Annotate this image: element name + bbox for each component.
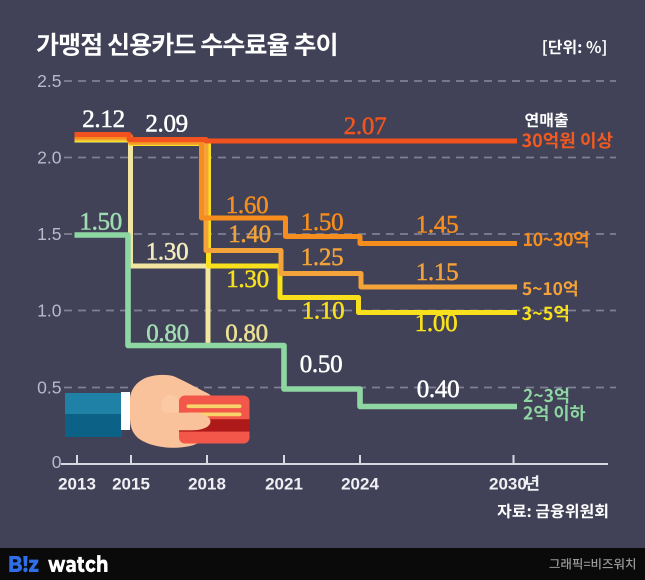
svg-text:2.09: 2.09: [145, 111, 188, 138]
svg-text:2.12: 2.12: [82, 106, 125, 133]
svg-text:2030: 2030: [489, 475, 527, 494]
svg-text:1.60: 1.60: [226, 192, 269, 219]
svg-text:2.0: 2.0: [37, 148, 62, 168]
svg-text:0.5: 0.5: [37, 378, 61, 398]
svg-text:1.15: 1.15: [416, 259, 459, 286]
svg-text:0.50: 0.50: [300, 351, 343, 378]
svg-text:2021: 2021: [265, 475, 303, 494]
svg-text:2024: 2024: [341, 475, 379, 494]
svg-text:1.50: 1.50: [79, 209, 122, 236]
svg-text:1.5: 1.5: [37, 224, 61, 244]
svg-text:1.00: 1.00: [415, 310, 458, 337]
svg-text:0.80: 0.80: [146, 320, 189, 347]
svg-text:1.30: 1.30: [226, 266, 269, 293]
svg-text:0: 0: [52, 452, 62, 472]
svg-text:1.50: 1.50: [301, 209, 344, 236]
svg-text:1.40: 1.40: [228, 221, 271, 248]
svg-text:1.30: 1.30: [146, 239, 189, 266]
svg-text:2018: 2018: [188, 475, 226, 494]
svg-text:2.07: 2.07: [344, 113, 387, 140]
svg-text:2013: 2013: [58, 475, 96, 494]
svg-text:2015: 2015: [112, 475, 150, 494]
svg-text:0.40: 0.40: [417, 376, 460, 403]
svg-text:1.45: 1.45: [416, 212, 459, 239]
svg-text:1.0: 1.0: [37, 301, 62, 321]
svg-text:1.10: 1.10: [302, 298, 345, 325]
svg-text:2.5: 2.5: [37, 71, 61, 91]
svg-text:1.25: 1.25: [301, 244, 344, 271]
svg-text:0.80: 0.80: [225, 320, 268, 347]
